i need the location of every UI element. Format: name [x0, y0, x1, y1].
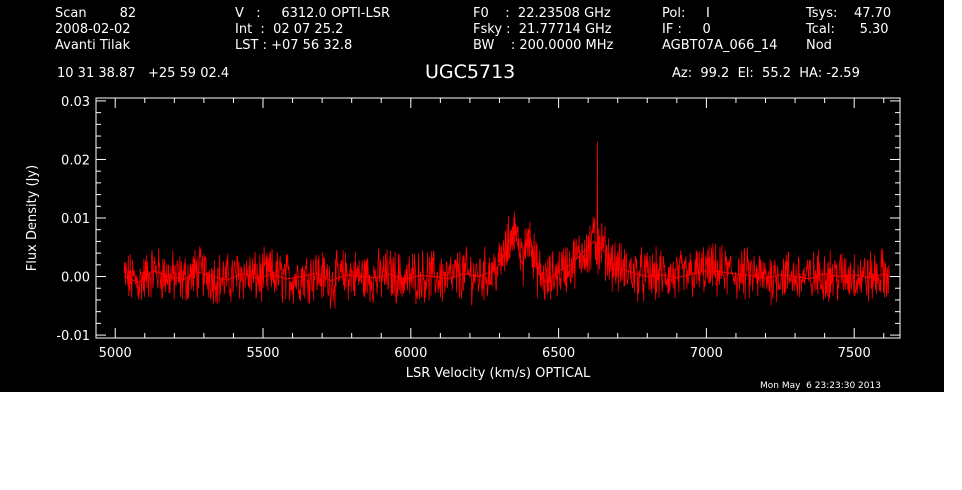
tcal-label: Tcal: 5.30: [806, 22, 889, 37]
if-label: IF : 0: [662, 22, 711, 37]
tsys-label: Tsys: 47.70: [806, 6, 892, 21]
pointing-label: Az: 99.2 El: 55.2 HA: -2.59: [672, 66, 860, 81]
x-tick-label: 5000: [99, 346, 132, 361]
x-tick-label: 6000: [394, 346, 427, 361]
axis-ticks: [96, 98, 900, 338]
x-axis-label: LSR Velocity (km/s) OPTICAL: [406, 366, 591, 381]
y-tick-label: 0.01: [61, 212, 90, 227]
y-tick-label: 0.03: [61, 95, 90, 110]
plot-panel: Scan 82 V : 6312.0 OPTI-LSR F0 : 22.2350…: [0, 0, 944, 392]
x-tick-label: 6500: [542, 346, 575, 361]
date-label: 2008-02-02: [55, 22, 131, 37]
lst-label: LST : +07 56 32.8: [235, 38, 353, 53]
rest-frequency-label: F0 : 22.23508 GHz: [473, 6, 611, 21]
plot-frame: [95, 97, 901, 339]
scan-label: Scan 82: [55, 6, 137, 21]
project-label: AGBT07A_066_14: [662, 38, 778, 53]
plot-timestamp: Mon May 6 23:23:30 2013: [760, 381, 881, 391]
y-tick-label: 0.02: [61, 153, 90, 168]
x-tick-label: 7500: [838, 346, 871, 361]
spectrum-noise-trace: [123, 141, 890, 309]
coordinates-label: 10 31 38.87 +25 59 02.4: [57, 66, 230, 81]
x-tick-label: 7000: [690, 346, 723, 361]
y-tick-label: 0.00: [61, 271, 90, 286]
bandwidth-label: BW : 200.0000 MHz: [473, 38, 614, 53]
spectrum-plot: 5000 5500 6000 6500 7000 7500 -0.01 0.00 0.01 0.0…: [25, 95, 901, 381]
polarization-label: Pol: I: [662, 6, 710, 21]
source-name: UGC5713: [425, 61, 516, 83]
y-tick-label: -0.01: [56, 329, 90, 344]
axis-tick-labels: 5000 5500 6000 6500 7000 7500 -0.01 0.00 0.01 0.0…: [56, 95, 870, 361]
sky-frequency-label: Fsky : 21.77714 GHz: [473, 22, 612, 37]
velocity-label: V : 6312.0 OPTI-LSR: [235, 6, 391, 21]
integration-label: Int : 02 07 25.2: [235, 22, 344, 37]
x-tick-label: 5500: [246, 346, 279, 361]
observer-label: Avanti Tilak: [55, 38, 131, 53]
mode-label: Nod: [806, 38, 832, 53]
y-axis-label: Flux Density (Jy): [25, 165, 40, 271]
